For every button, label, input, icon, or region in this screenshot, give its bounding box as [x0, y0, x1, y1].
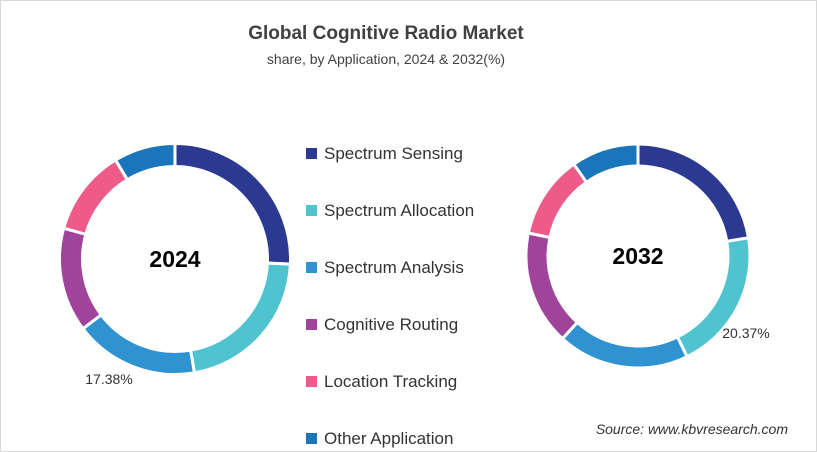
donut-slice-2024-spectrum-analysis — [80, 312, 197, 376]
donut-slice-2032-location-tracking — [526, 162, 589, 240]
legend: Spectrum Sensing Spectrum Allocation Spect… — [306, 125, 474, 451]
legend-label: Location Tracking — [324, 371, 458, 391]
donut-slice-2032-spectrum-analysis — [560, 320, 690, 370]
legend-label: Spectrum Sensing — [324, 143, 463, 163]
donut-slice-2024-cognitive-routing — [58, 226, 104, 331]
legend-label: Cognitive Routing — [324, 314, 459, 334]
legend-item: Other Application — [306, 410, 474, 451]
donut-slice-2024-location-tracking — [61, 157, 130, 237]
legend-label: Spectrum Analysis — [324, 257, 464, 277]
legend-swatch — [306, 319, 317, 330]
legend-swatch — [306, 262, 317, 273]
chart-title: Global Cognitive Radio Market — [248, 23, 524, 44]
donut-center-label: 2024 — [149, 246, 200, 272]
legend-item: Spectrum Sensing — [306, 125, 474, 182]
legend-swatch — [306, 376, 317, 387]
donut-slice-2032-cognitive-routing — [524, 231, 580, 341]
donut-slice-2032-other-application — [571, 142, 640, 185]
donut-center-label: 2032 — [612, 243, 663, 269]
donut-slice-2024-spectrum-allocation — [188, 261, 292, 375]
legend-swatch — [306, 205, 317, 216]
legend-swatch — [306, 433, 317, 444]
legend-swatch — [306, 148, 317, 159]
legend-item: Spectrum Allocation — [306, 182, 474, 239]
legend-label: Other Application — [324, 428, 454, 448]
chart-subtitle: share, by Application, 2024 & 2032(%) — [266, 51, 506, 67]
donut-slice-2024-other-application — [113, 141, 177, 182]
donut-slice-2032-spectrum-sensing — [636, 142, 751, 244]
legend-item: Cognitive Routing — [306, 296, 474, 353]
legend-item: Location Tracking — [306, 353, 474, 410]
legend-label: Spectrum Allocation — [324, 200, 475, 220]
data-label: 20.37% — [722, 325, 769, 341]
data-label: 17.38% — [85, 371, 132, 387]
source-note: Source: www.kbvresearch.com — [595, 421, 788, 437]
legend-item: Spectrum Analysis — [306, 239, 474, 296]
